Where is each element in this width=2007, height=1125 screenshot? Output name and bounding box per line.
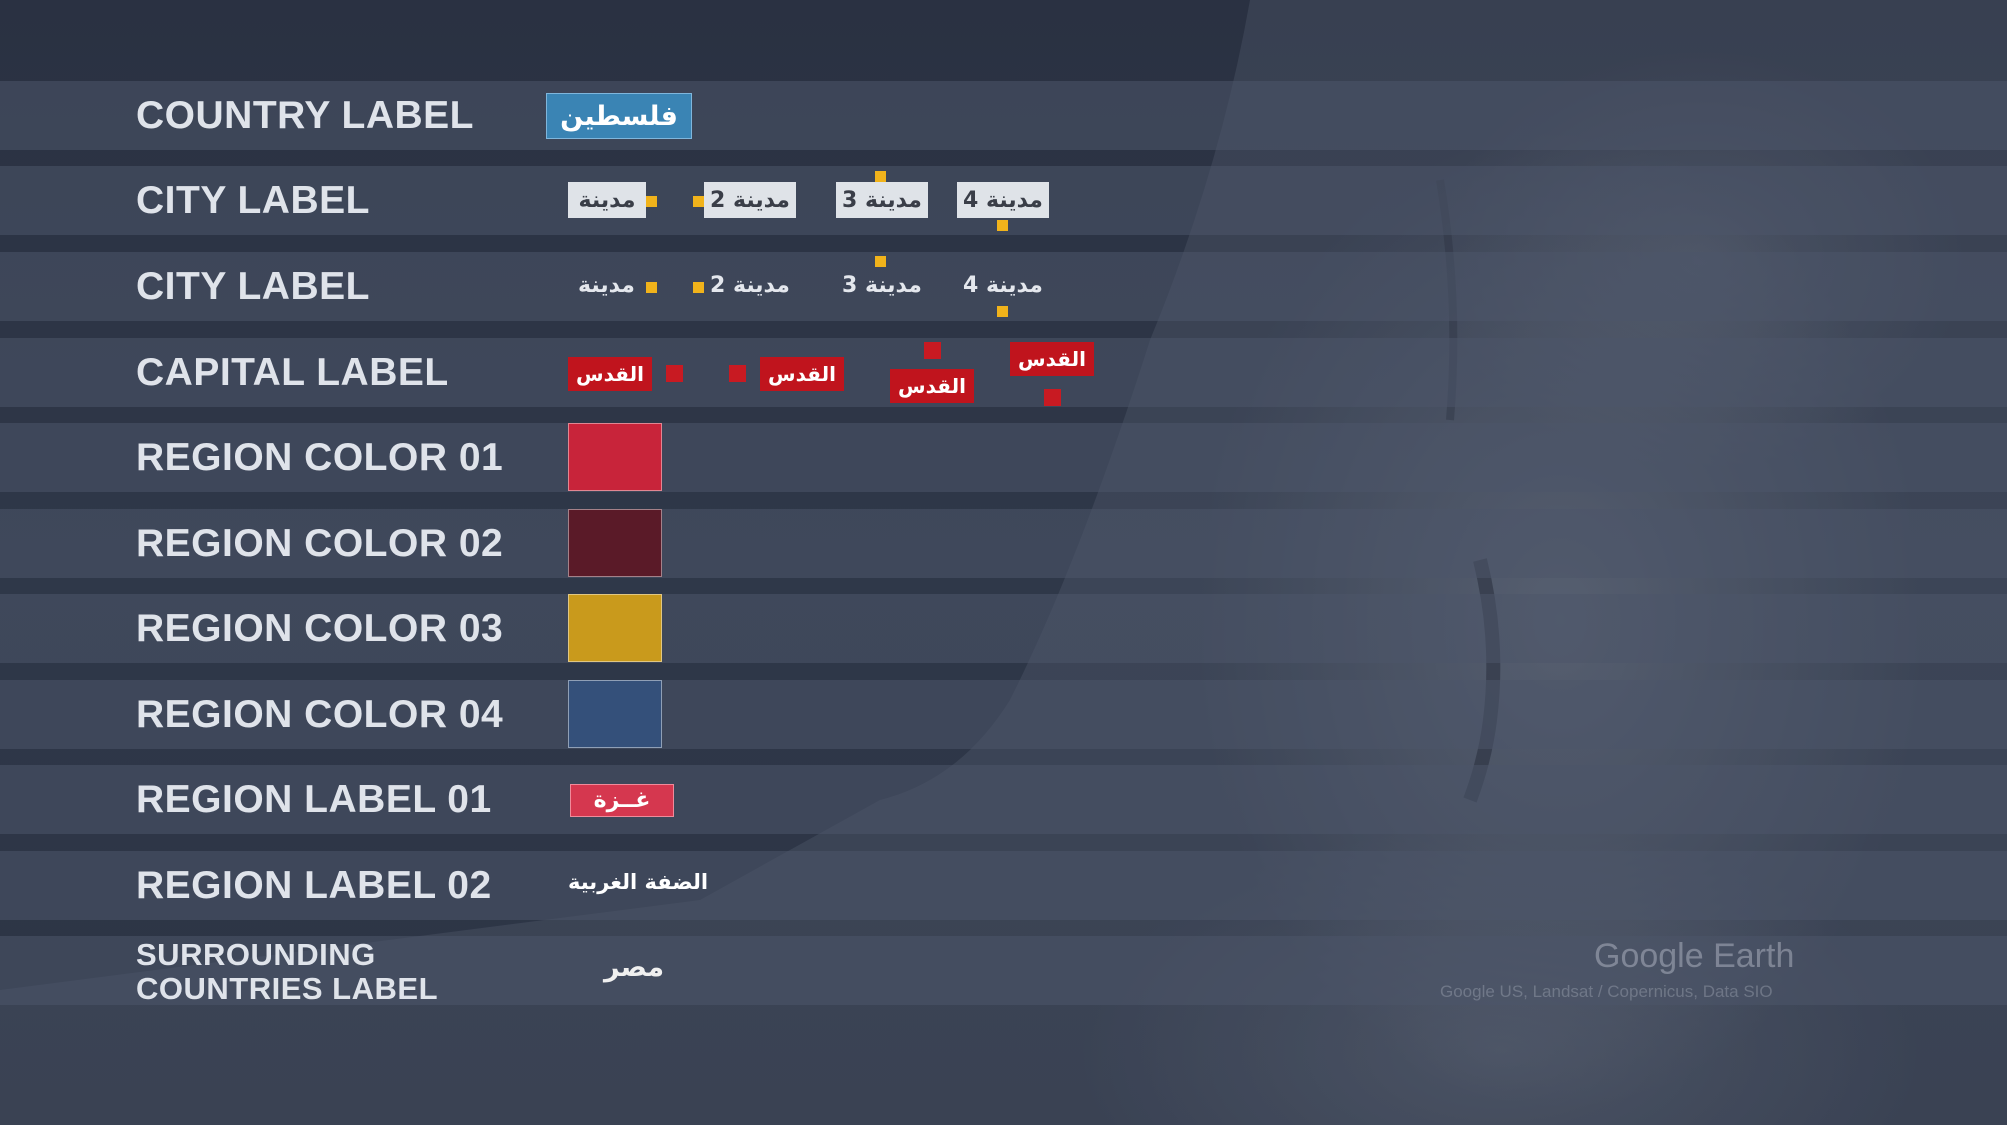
capital-label-sample: القدس — [890, 369, 974, 403]
row-label: SURROUNDING COUNTRIES LABEL — [136, 936, 438, 1006]
legend-row-region-color-03: REGION COLOR 03 — [0, 594, 2007, 663]
surrounding-country-label-sample: مصر — [604, 952, 665, 983]
capital-marker-icon — [729, 365, 746, 382]
city-label-plain: مدينة 2 — [710, 273, 790, 298]
legend-row-country: COUNTRY LABEL — [0, 81, 2007, 150]
region-color-01-swatch — [568, 423, 662, 491]
legend-row-region-label-02: REGION LABEL 02 — [0, 851, 2007, 920]
row-label: REGION LABEL 01 — [136, 778, 492, 821]
region-color-04-swatch — [568, 680, 662, 748]
capital-label-sample: القدس — [1010, 342, 1094, 376]
row-label-line: SURROUNDING — [136, 937, 376, 972]
country-label-sample: فلسطين — [546, 93, 692, 139]
legend-row-capital: CAPITAL LABEL — [0, 338, 2007, 407]
city-label-plain: مدينة 3 — [842, 273, 922, 298]
city-label-boxed: مدينة 3 — [836, 182, 928, 218]
row-label: CITY LABEL — [136, 179, 370, 222]
region-color-03-swatch — [568, 594, 662, 662]
city-marker-icon — [997, 306, 1008, 317]
city-marker-icon — [693, 196, 704, 207]
row-label: REGION COLOR 03 — [136, 607, 504, 650]
city-marker-icon — [997, 220, 1008, 231]
imagery-credit: Google US, Landsat / Copernicus, Data SI… — [1440, 982, 1773, 1001]
capital-marker-icon — [924, 342, 941, 359]
capital-marker-icon — [666, 365, 683, 382]
capital-marker-icon — [1044, 389, 1061, 406]
city-label-boxed: مدينة 4 — [957, 182, 1049, 218]
city-label-boxed: مدينة 2 — [704, 182, 796, 218]
region-color-02-swatch — [568, 509, 662, 577]
row-label: REGION LABEL 02 — [136, 864, 492, 907]
row-label: REGION COLOR 02 — [136, 522, 504, 565]
city-label-boxed: مدينة — [568, 182, 646, 218]
city-marker-icon — [693, 282, 704, 293]
region-label-02-sample: الضفة الغربية — [568, 870, 709, 894]
region-label-01-sample: غــزة — [570, 784, 674, 817]
row-label-line: COUNTRIES LABEL — [136, 971, 438, 1006]
legend-row-region-color-04: REGION COLOR 04 — [0, 680, 2007, 749]
city-label-plain: مدينة — [578, 273, 635, 298]
row-label: CITY LABEL — [136, 265, 370, 308]
row-label: REGION COLOR 01 — [136, 436, 504, 479]
legend-row-region-label-01: REGION LABEL 01 — [0, 765, 2007, 834]
city-marker-icon — [646, 282, 657, 293]
city-label-plain: مدينة 4 — [963, 273, 1043, 298]
city-marker-icon — [875, 256, 886, 267]
capital-label-sample: القدس — [568, 357, 652, 391]
row-label: CAPITAL LABEL — [136, 351, 449, 394]
legend-row-city-boxed: CITY LABEL — [0, 166, 2007, 235]
city-marker-icon — [875, 171, 886, 182]
row-label: COUNTRY LABEL — [136, 94, 474, 137]
legend-row-region-color-02: REGION COLOR 02 — [0, 509, 2007, 578]
google-earth-logo: Google Earth — [1594, 937, 1795, 975]
legend-row-region-color-01: REGION COLOR 01 — [0, 423, 2007, 492]
row-label: REGION COLOR 04 — [136, 693, 504, 736]
city-marker-icon — [646, 196, 657, 207]
capital-label-sample: القدس — [760, 357, 844, 391]
legend-row-surrounding-countries: SURROUNDING COUNTRIES LABEL — [0, 936, 2007, 1006]
